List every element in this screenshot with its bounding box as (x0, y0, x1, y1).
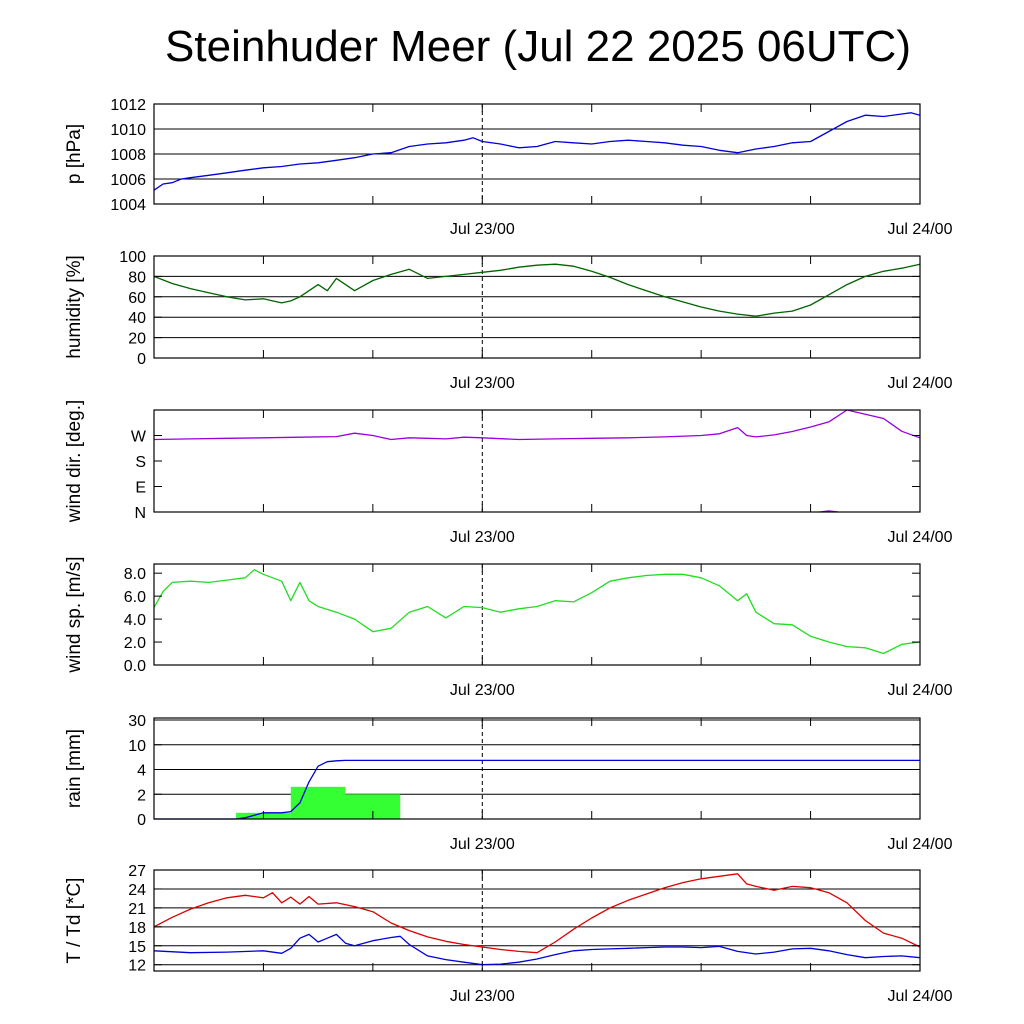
y-tick-label-temperature-1: 15 (128, 939, 146, 956)
series-line-rain-0 (154, 759, 920, 820)
panel-humidity: 0 20 40 60 80 100 Jul 23/00 Jul 24/00 humidity [… (64, 249, 953, 392)
y-axis-label-humidity: humidity [%] (64, 255, 85, 358)
panel-pressure: 1004 1006 1008 1010 1012 Jul 23/00 Jul 24/00 p … (64, 97, 953, 238)
x-tick-label-humidity-1: Jul 24/00 (888, 375, 953, 392)
plot-frame-humidity (153, 255, 921, 359)
plot-frame-wind_speed (153, 563, 921, 666)
y-axis-label-pressure: p [hPa] (64, 124, 85, 184)
x-tick-label-wind_speed-1: Jul 24/00 (888, 682, 953, 699)
y-tick-label-humidity-5: 100 (119, 249, 146, 266)
y-tick-label-rain-4: 30 (128, 713, 146, 730)
y-tick-label-temperature-4: 24 (128, 882, 146, 899)
y-tick-label-humidity-0: 0 (137, 351, 146, 368)
y-axis-label-wind_speed: wind sp. [m/s] (64, 556, 85, 673)
y-tick-label-rain-0: 0 (137, 812, 146, 829)
panel-wind_speed: 0.0 2.0 4.0 6.0 8.0 Jul 23/00 Jul 24/00 wind sp… (64, 556, 953, 699)
y-tick-label-pressure-3: 1010 (110, 122, 146, 139)
x-tick-label-pressure-0: Jul 23/00 (450, 221, 515, 238)
series-line-temperature-1 (153, 933, 921, 966)
x-tick-label-wind_speed-0: Jul 23/00 (450, 682, 515, 699)
y-tick-label-wind_speed-4: 8.0 (124, 566, 146, 583)
plot-frame-rain (153, 717, 921, 820)
y-axis-label-temperature: T / Td [*C] (64, 878, 85, 964)
y-tick-label-wind_speed-2: 4.0 (124, 612, 146, 629)
series-line-pressure-0 (153, 112, 921, 191)
y-tick-label-pressure-1: 1006 (110, 172, 146, 189)
y-tick-label-rain-3: 10 (128, 738, 146, 755)
plot-frame-temperature (153, 869, 921, 972)
y-tick-label-rain-1: 2 (137, 787, 146, 804)
y-tick-label-rain-2: 4 (137, 763, 146, 780)
x-tick-label-rain-1: Jul 24/00 (888, 836, 953, 853)
y-tick-label-temperature-0: 12 (128, 958, 146, 975)
chart-title: Steinhuder Meer (Jul 22 2025 06UTC) (165, 22, 911, 71)
plot-frame-wind_dir (153, 409, 921, 513)
y-tick-label-humidity-4: 80 (128, 269, 146, 286)
y-tick-label-humidity-3: 60 (128, 290, 146, 307)
y-tick-label-wind_speed-3: 6.0 (124, 589, 146, 606)
series-line-humidity-0 (153, 263, 921, 317)
y-tick-label-humidity-1: 20 (128, 331, 146, 348)
y-tick-label-temperature-2: 18 (128, 920, 146, 937)
y-axis-label-rain: rain [mm] (64, 729, 85, 808)
panel-temperature: 12 15 18 21 24 27 Jul 23/00 Jul 24/00 T / Td [*C… (64, 863, 953, 1005)
panel-rain: 0 2 4 10 30 Jul 23/00 Jul 24/00 rain [mm] (64, 713, 953, 853)
y-tick-label-wind_speed-0: 0.0 (124, 658, 146, 675)
x-tick-label-pressure-1: Jul 24/00 (888, 221, 953, 238)
y-tick-label-wind_dir-1: E (135, 480, 146, 497)
y-tick-label-pressure-2: 1008 (110, 147, 146, 164)
y-tick-label-wind_dir-0: N (134, 505, 146, 522)
x-tick-label-temperature-0: Jul 23/00 (450, 988, 515, 1005)
x-tick-label-wind_dir-1: Jul 24/00 (888, 529, 953, 546)
series-line-wind_speed-0 (153, 569, 921, 655)
y-tick-label-wind_dir-3: W (131, 429, 147, 446)
series-line-wind_dir-0 (153, 409, 921, 441)
y-tick-label-wind_speed-1: 2.0 (124, 635, 146, 652)
x-tick-label-rain-0: Jul 23/00 (450, 836, 515, 853)
y-tick-label-pressure-4: 1012 (110, 97, 146, 114)
y-axis-label-wind_dir: wind dir. [deg.] (64, 400, 85, 524)
x-tick-label-humidity-0: Jul 23/00 (450, 375, 515, 392)
series-line-temperature-0 (153, 873, 921, 954)
x-tick-label-wind_dir-0: Jul 23/00 (450, 529, 515, 546)
y-tick-label-temperature-3: 21 (128, 901, 146, 918)
y-tick-label-wind_dir-2: S (135, 454, 146, 471)
x-tick-label-temperature-1: Jul 24/00 (888, 988, 953, 1005)
y-tick-label-temperature-5: 27 (128, 863, 146, 880)
y-tick-label-humidity-2: 40 (128, 310, 146, 327)
y-tick-label-pressure-0: 1004 (110, 197, 146, 214)
